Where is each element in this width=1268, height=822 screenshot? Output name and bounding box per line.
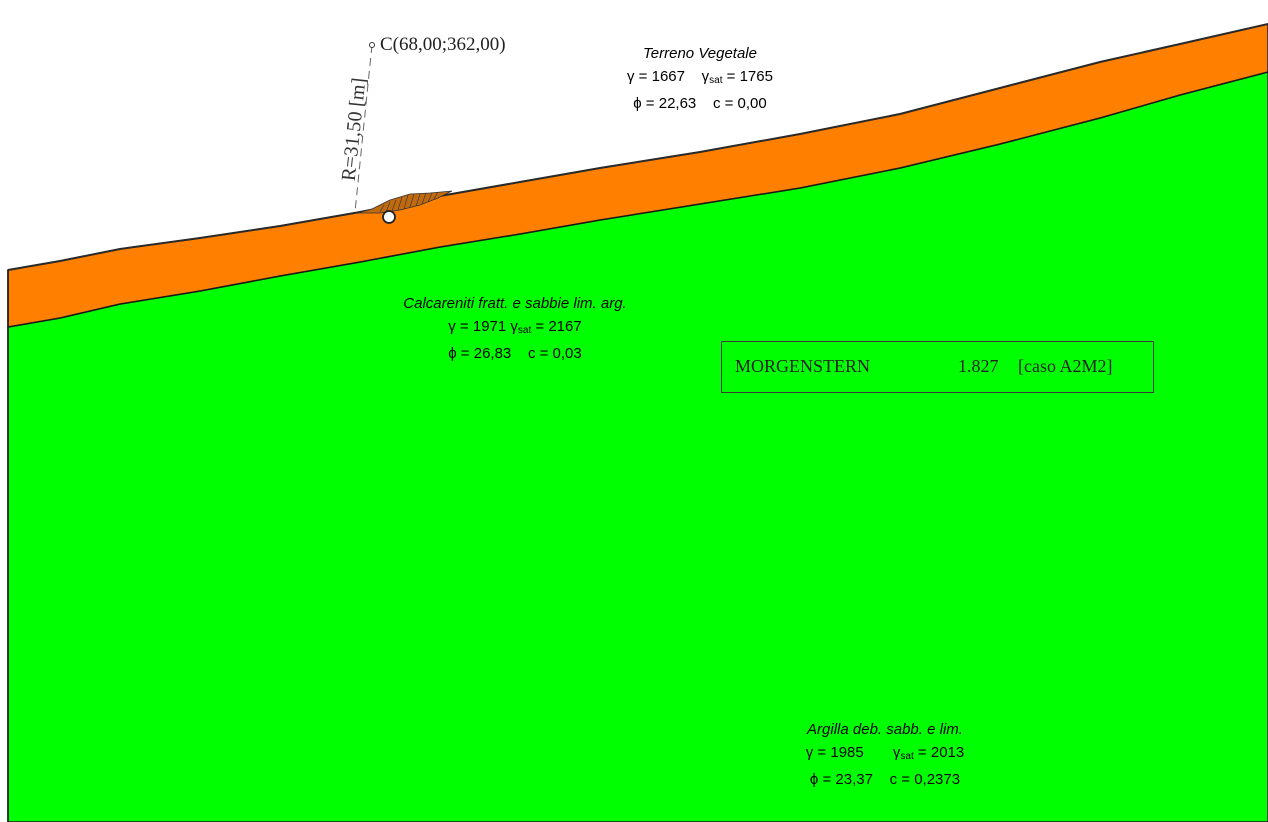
layer-name: Argilla deb. sabb. e lim. — [807, 721, 963, 738]
terreno-vegetale-label: Terreno Vegetale γ = 1667 γsat = 1765 ϕ … — [590, 42, 810, 115]
cohesion-value: c = 0,00 — [712, 95, 767, 112]
gamma-sat-subscript: sat — [709, 75, 723, 86]
method-name: MORGENSTERN — [735, 356, 871, 376]
gamma-sat-value: = 2167 — [531, 318, 582, 335]
gamma-value: γ = 1971 — [448, 318, 507, 335]
gamma-sat-subscript: sat — [517, 325, 532, 336]
gamma-value: γ = 1667 — [627, 68, 685, 85]
argilla-label: Argilla deb. sabb. e lim. γ = 1985 γsat … — [765, 718, 1005, 791]
center-point-marker — [369, 42, 375, 48]
radius-label: R=31,50 [m] — [338, 77, 371, 182]
gamma-sat-symbol: γ — [892, 744, 901, 761]
gamma-sat-symbol: γ — [510, 318, 518, 335]
center-label: C(68,00;362,00) — [380, 34, 506, 55]
layer-name: Calcareniti fratt. e sabbie lim. arg. — [403, 295, 627, 312]
slip-hatching — [379, 191, 439, 213]
load-case: [caso A2M2] — [1018, 356, 1113, 376]
phi-value: ϕ = 26,83 — [448, 345, 512, 362]
cohesion-value: c = 0,2373 — [889, 771, 961, 788]
gamma-sat-value: = 2013 — [913, 744, 965, 761]
ground-surface-line — [7, 23, 1268, 271]
gamma-sat-subscript: sat — [900, 751, 914, 762]
phi-value: ϕ = 22,63 — [633, 95, 697, 112]
cohesion-value: c = 0,03 — [527, 345, 582, 362]
phi-value: ϕ = 23,37 — [809, 771, 873, 788]
safety-factor-value: 1.827 — [958, 356, 999, 376]
radius-line — [354, 44, 373, 213]
gamma-value: γ = 1985 — [805, 744, 864, 761]
gamma-sat-symbol: γ — [701, 68, 710, 85]
surface-point-marker — [382, 210, 396, 224]
calcareniti-label: Calcareniti fratt. e sabbie lim. arg. γ … — [355, 292, 675, 365]
layer-name: Terreno Vegetale — [643, 45, 757, 62]
safety-factor-box: MORGENSTERN 1.827 [caso A2M2] — [721, 341, 1154, 393]
critical-slip-surface — [357, 190, 453, 214]
gamma-sat-value: = 1765 — [722, 68, 773, 85]
